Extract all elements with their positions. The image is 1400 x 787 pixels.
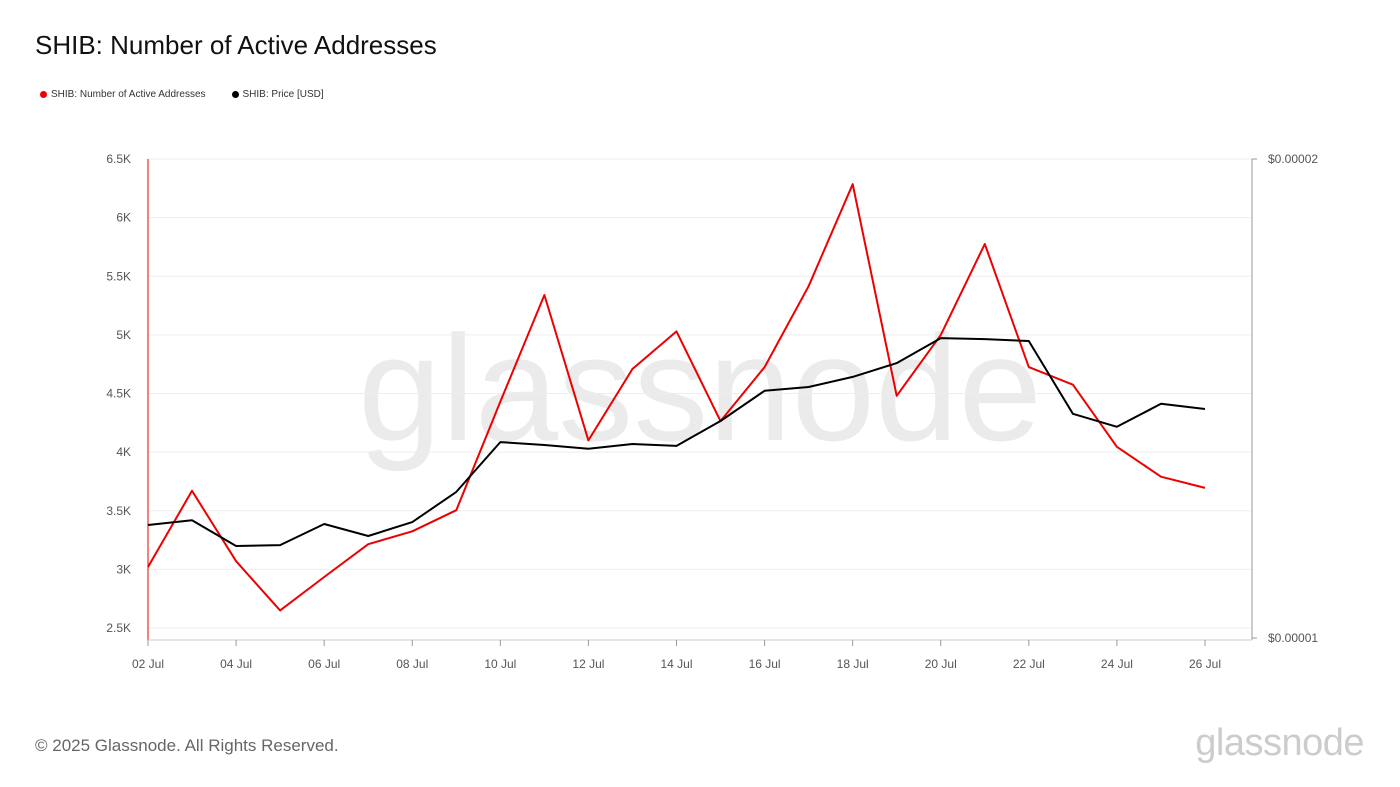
x-tick-label: 22 Jul [1013,657,1045,671]
x-tick-label: 04 Jul [220,657,252,671]
x-tick-label: 26 Jul [1189,657,1221,671]
y-tick-label: 3.5K [106,504,131,518]
y-tick-label: 6.5K [106,152,131,166]
y-tick-label: 6K [116,211,131,225]
x-tick-label: 24 Jul [1101,657,1133,671]
glassnode-logo: glassnode [1195,722,1364,764]
y-tick-label: 4.5K [106,387,131,401]
legend-label: SHIB: Price [USD] [242,89,324,100]
black-dot-icon [231,90,239,98]
legend-label: SHIB: Number of Active Addresses [51,89,206,100]
copyright: © 2025 Glassnode. All Rights Reserved. [35,736,339,755]
x-tick-label: 16 Jul [749,657,781,671]
y-tick-label: 4K [116,445,131,459]
watermark: glassnode [358,304,1042,472]
x-tick-label: 12 Jul [572,657,604,671]
chart-title: SHIB: Number of Active Addresses [35,30,437,60]
x-tick-label: 18 Jul [837,657,869,671]
red-dot-icon [40,90,47,98]
x-tick-label: 08 Jul [396,657,428,671]
y-tick-label: 3K [116,562,131,576]
x-tick-label: 20 Jul [925,657,957,671]
right-tick-label: $0.00001 [1268,631,1318,645]
x-tick-label: 02 Jul [132,657,164,671]
x-tick-label: 06 Jul [308,657,340,671]
legend-item-active-addresses[interactable]: SHIB: Number of Active Addresses [40,89,206,100]
price-line [147,337,1206,547]
y-tick-label: 5K [116,328,131,342]
right-tick-label: $0.00002 [1268,152,1318,166]
y-tick-label: 5.5K [106,269,131,283]
x-tick-label: 10 Jul [484,657,516,671]
x-tick-label: 14 Jul [660,657,692,671]
active-addresses-line [147,183,1206,612]
legend-item-price[interactable]: SHIB: Price [USD] [231,89,324,100]
y-tick-label: 2.5K [106,621,131,635]
legend: SHIB: Number of Active Addresses SHIB: P… [40,89,324,100]
